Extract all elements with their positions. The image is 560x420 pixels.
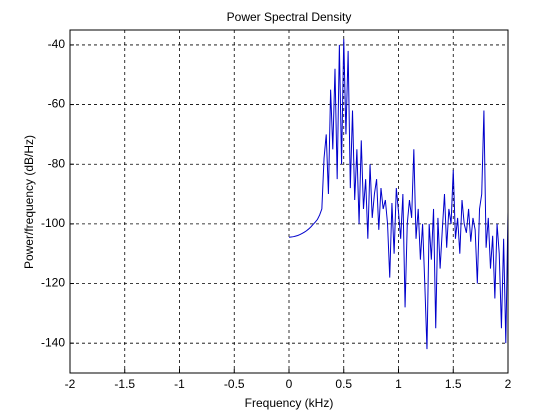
x-tick-label: 0.5 (335, 377, 352, 391)
y-tick-label: -40 (48, 37, 66, 51)
y-axis-label: Power/frequency (dB/Hz) (22, 135, 36, 269)
y-tick-label: -140 (41, 335, 65, 349)
x-tick-label: 1.5 (445, 377, 462, 391)
x-tick-label: -1 (174, 377, 185, 391)
x-tick-label: 1 (395, 377, 402, 391)
y-tick-label: -80 (48, 156, 66, 170)
x-tick-label: -0.5 (224, 377, 245, 391)
axes-box (69, 29, 509, 374)
y-tick-label: -100 (41, 216, 65, 230)
y-tick-label: -60 (48, 97, 66, 111)
x-tick-label: 2 (505, 377, 512, 391)
x-tick-label: -1.5 (114, 377, 135, 391)
x-tick-label: 0 (286, 377, 293, 391)
chart-title: Power Spectral Density (227, 10, 352, 24)
x-axis-label: Frequency (kHz) (245, 396, 334, 410)
y-tick-label: -120 (41, 276, 65, 290)
series-line (288, 38, 509, 350)
x-tick-label: -2 (65, 377, 76, 391)
